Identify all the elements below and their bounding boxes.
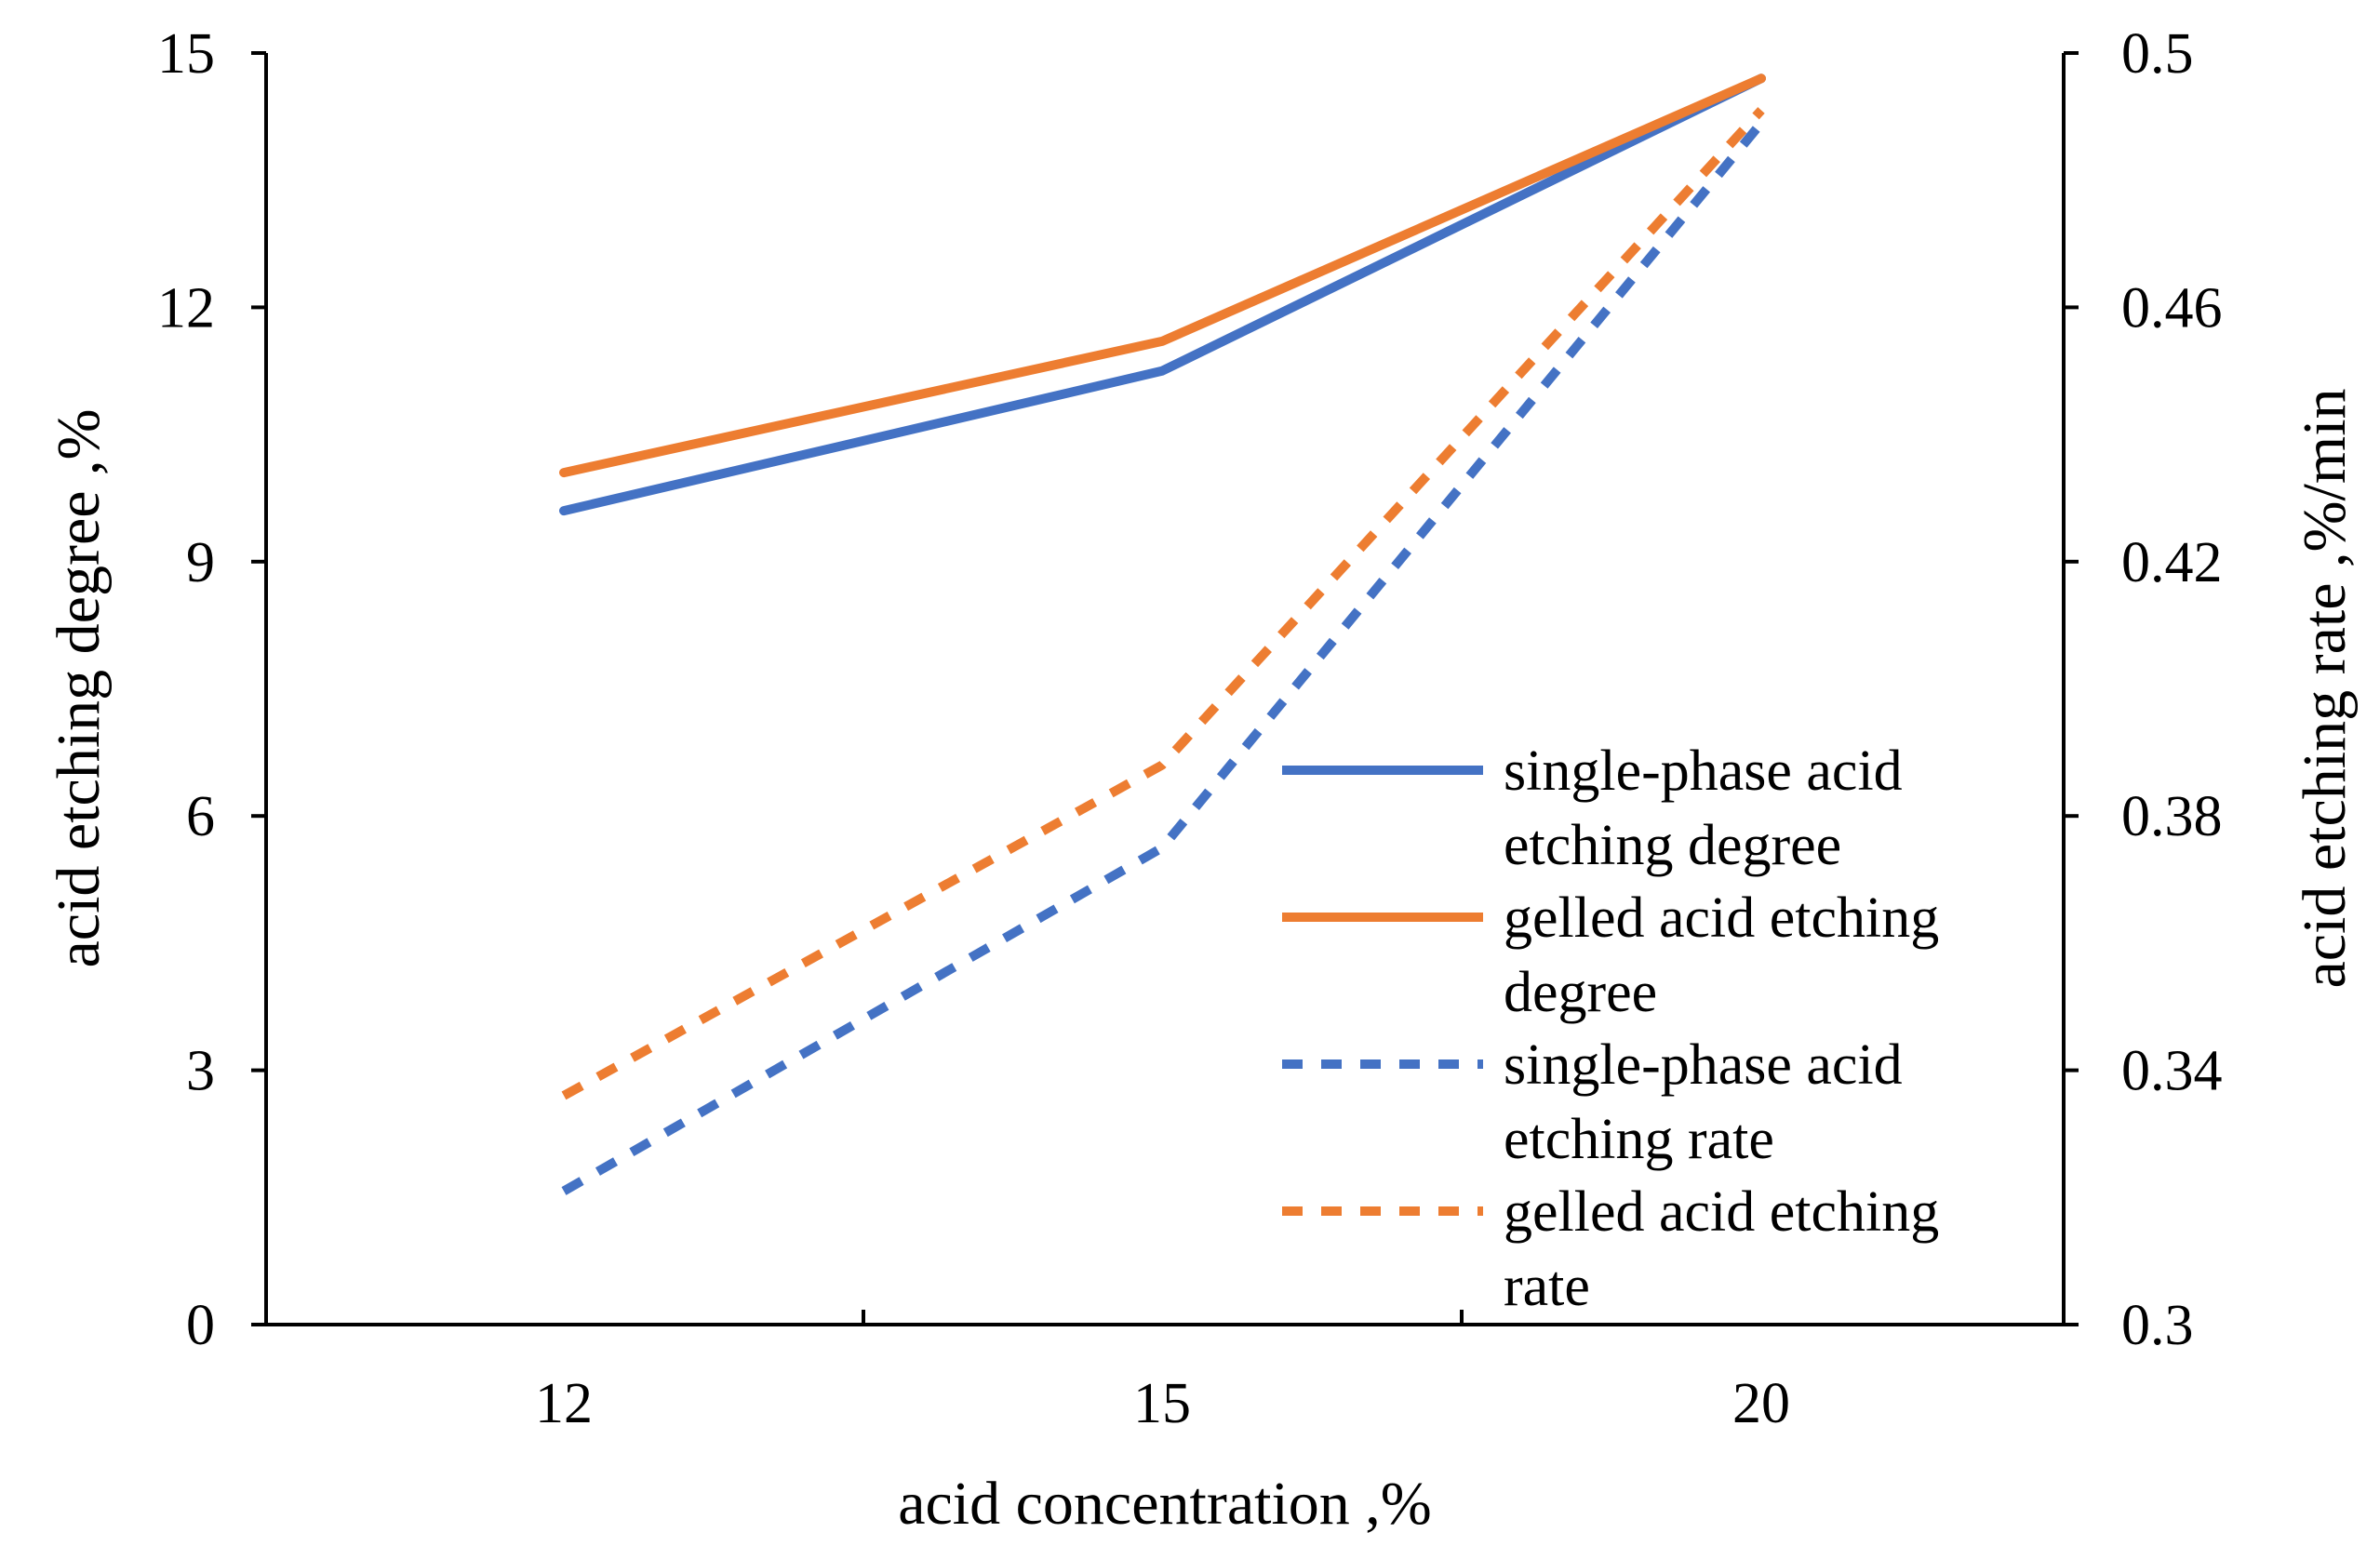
right-y-axis-title: acid etching rate ,%/min [2291, 388, 2359, 988]
legend-label: etching rate [1504, 1108, 1774, 1171]
axis-labels: acid concentration ,% acid etching degree… [45, 388, 2359, 1538]
left-y-tick-label: 3 [186, 1040, 215, 1103]
left-y-tick-label: 6 [186, 785, 215, 848]
right-y-tick-label: 0.34 [2121, 1040, 2223, 1103]
x-tick-label: 20 [1732, 1372, 1790, 1435]
legend: single-phase acid etching degree gelled ac… [1282, 740, 1939, 1318]
x-axis-title: acid concentration ,% [898, 1470, 1432, 1538]
right-y-tick-label: 0.3 [2121, 1294, 2194, 1357]
series-line-4 [561, 107, 1765, 1100]
left-y-tick-label: 9 [186, 531, 215, 594]
legend-label: etching degree [1504, 814, 1841, 877]
right-y-tick-label: 0.38 [2121, 785, 2223, 848]
right-y-tick-label: 0.5 [2121, 22, 2194, 86]
series-line-2 [559, 73, 1766, 478]
legend-label: single-phase acid [1504, 740, 1903, 803]
legend-label: degree [1504, 961, 1657, 1024]
left-y-tick-label: 0 [186, 1294, 215, 1357]
left-y-axis-title: acid etching degree ,% [45, 408, 113, 967]
series-group [559, 73, 1766, 1195]
series-line-3 [561, 120, 1765, 1195]
left-y-tick-label: 15 [157, 22, 215, 86]
legend-label: gelled acid etching [1504, 1180, 1939, 1244]
series-line-1 [559, 73, 1766, 516]
right-y-tick-label: 0.46 [2121, 276, 2223, 340]
legend-label: single-phase acid [1504, 1033, 1903, 1097]
legend-label: rate [1504, 1255, 1590, 1318]
axes: 0 3 6 9 12 15 0.3 0.34 0.38 0.42 0.46 0.5 12 15 20 [157, 22, 2223, 1435]
legend-label: gelled acid etching [1504, 886, 1939, 950]
right-y-tick-label: 0.42 [2121, 531, 2223, 594]
x-tick-label: 15 [1133, 1372, 1191, 1435]
left-y-tick-label: 12 [157, 276, 215, 340]
x-tick-label: 12 [535, 1372, 593, 1435]
